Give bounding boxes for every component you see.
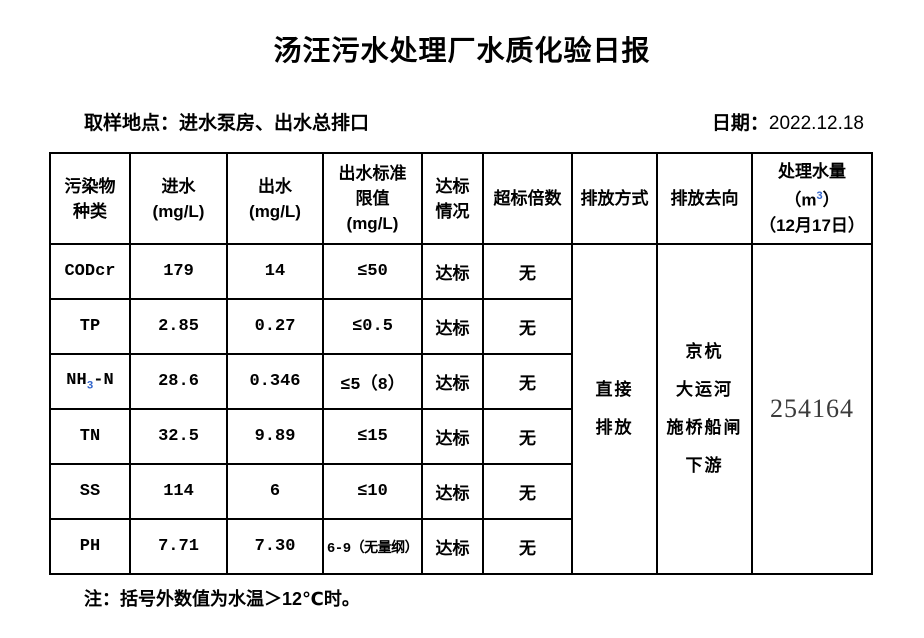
col-header-inflow: 进水 (mg/L) (129, 152, 228, 245)
table-row-ph: PH 7.71 7.30 6-9（无量纲） 达标 无 (49, 518, 872, 575)
inflow-cell: 114 (129, 463, 228, 520)
col-header-exceed: 超标倍数 (482, 152, 573, 245)
header-row: 污染物 种类 进水 (mg/L) 出水 (mg/L) 出水标准 限值 (mg/L… (49, 152, 873, 245)
table-row-nh3n: NH3-N 28.6 0.346 ≤5（8） 达标 无 (49, 353, 872, 410)
sampling-location-label: 取样地点：进水泵房、出水总排口 (84, 113, 370, 134)
status-cell: 达标 (421, 298, 484, 355)
header-line: （m3） (784, 190, 840, 210)
header-line: 限值 (355, 189, 390, 208)
exceed-cell: 无 (482, 408, 573, 465)
header-line: 污染物 (64, 176, 116, 196)
date-label: 日期： (711, 113, 769, 134)
status-cell: 达标 (421, 408, 484, 465)
pollutant-cell: TP (49, 298, 131, 355)
pollutant-cell: TN (49, 408, 131, 465)
pollutant-cell: SS (49, 463, 131, 520)
col-header-limit: 出水标准 限值 (mg/L) (322, 152, 423, 245)
ammonia-subscript: 3 (86, 380, 94, 393)
col-header-outflow: 出水 (mg/L) (226, 152, 324, 245)
table-row-ss: SS 114 6 ≤10 达标 无 (49, 463, 872, 520)
col-header-pollutant: 污染物 种类 (49, 152, 131, 245)
water-quality-table: 污染物 种类 进水 (mg/L) 出水 (mg/L) 出水标准 限值 (mg/L… (49, 152, 873, 575)
header-line: （12月17日） (759, 215, 865, 235)
discharge-method-cell: 直接 排放 (571, 243, 658, 575)
col-header-volume: 处理水量 （m3） （12月17日） (751, 152, 873, 245)
table-row-codcr: CODcr 179 14 ≤50 达标 无 直接 排放 京杭 大运河 施桥船闸 … (49, 243, 873, 575)
header-line: 处理水量 (778, 162, 846, 182)
cubic-meter-superscript: 3 (816, 190, 823, 203)
exceed-cell: 无 (482, 463, 573, 520)
inflow-cell: 179 (129, 243, 228, 300)
exceed-cell: 无 (482, 298, 573, 355)
status-cell: 达标 (421, 353, 484, 410)
header-line: (mg/L) (346, 214, 399, 233)
limit-cell: ≤50 (322, 243, 423, 300)
exceed-cell: 无 (482, 518, 573, 575)
status-cell: 达标 (421, 463, 484, 520)
status-cell: 达标 (421, 243, 484, 300)
limit-cell: 6-9（无量纲） (322, 518, 423, 575)
report-date: 日期：2022.12.18 (712, 108, 864, 135)
header-line: (mg/L) (152, 201, 205, 221)
footnote: 注：括号外数值为水温＞12℃时。 (84, 589, 360, 609)
limit-cell: ≤10 (322, 463, 423, 520)
limit-cell: ≤5（8） (322, 353, 423, 410)
outflow-cell: 14 (226, 243, 324, 300)
header-line: (mg/L) (249, 201, 301, 221)
outflow-cell: 9.89 (226, 408, 324, 465)
header-line: 种类 (73, 201, 107, 221)
inflow-cell: 2.85 (129, 298, 228, 355)
table-row-tp: TP 2.85 0.27 ≤0.5 达标 无 (49, 298, 872, 355)
exceed-cell: 无 (482, 243, 573, 300)
pollutant-cell: NH3-N (49, 353, 131, 410)
status-cell: 达标 (421, 518, 484, 575)
discharge-destination-cell: 京杭 大运河 施桥船闸 下游 (656, 243, 753, 575)
pollutant-cell: PH (49, 518, 131, 575)
exceed-cell: 无 (482, 353, 573, 410)
outflow-cell: 6 (226, 463, 324, 520)
pollutant-cell: CODcr (49, 243, 131, 300)
col-header-status: 达标 情况 (421, 152, 484, 245)
meta-row: 取样地点：进水泵房、出水总排口 日期：2022.12.18 (84, 108, 864, 135)
page-title: 汤汪污水处理厂水质化验日报 (273, 35, 651, 66)
inflow-cell: 28.6 (129, 353, 228, 410)
header-line: 出水 (258, 176, 292, 196)
date-value: 2022.12.18 (768, 113, 864, 134)
outflow-cell: 0.346 (226, 353, 324, 410)
outflow-cell: 7.30 (226, 518, 324, 575)
header-line: 进水 (161, 176, 196, 196)
header-line: 情况 (435, 201, 470, 221)
header-line: 达标 (435, 176, 470, 196)
inflow-cell: 7.71 (129, 518, 228, 575)
header-line: 出水标准 (338, 164, 407, 183)
outflow-cell: 0.27 (226, 298, 324, 355)
col-header-method: 排放方式 (571, 152, 658, 245)
treated-volume-cell: 254164 (751, 243, 873, 575)
col-header-destination: 排放去向 (656, 152, 753, 245)
table-row-tn: TN 32.5 9.89 ≤15 达标 无 (49, 408, 872, 465)
limit-cell: ≤15 (322, 408, 423, 465)
limit-cell: ≤0.5 (322, 298, 423, 355)
inflow-cell: 32.5 (129, 408, 228, 465)
